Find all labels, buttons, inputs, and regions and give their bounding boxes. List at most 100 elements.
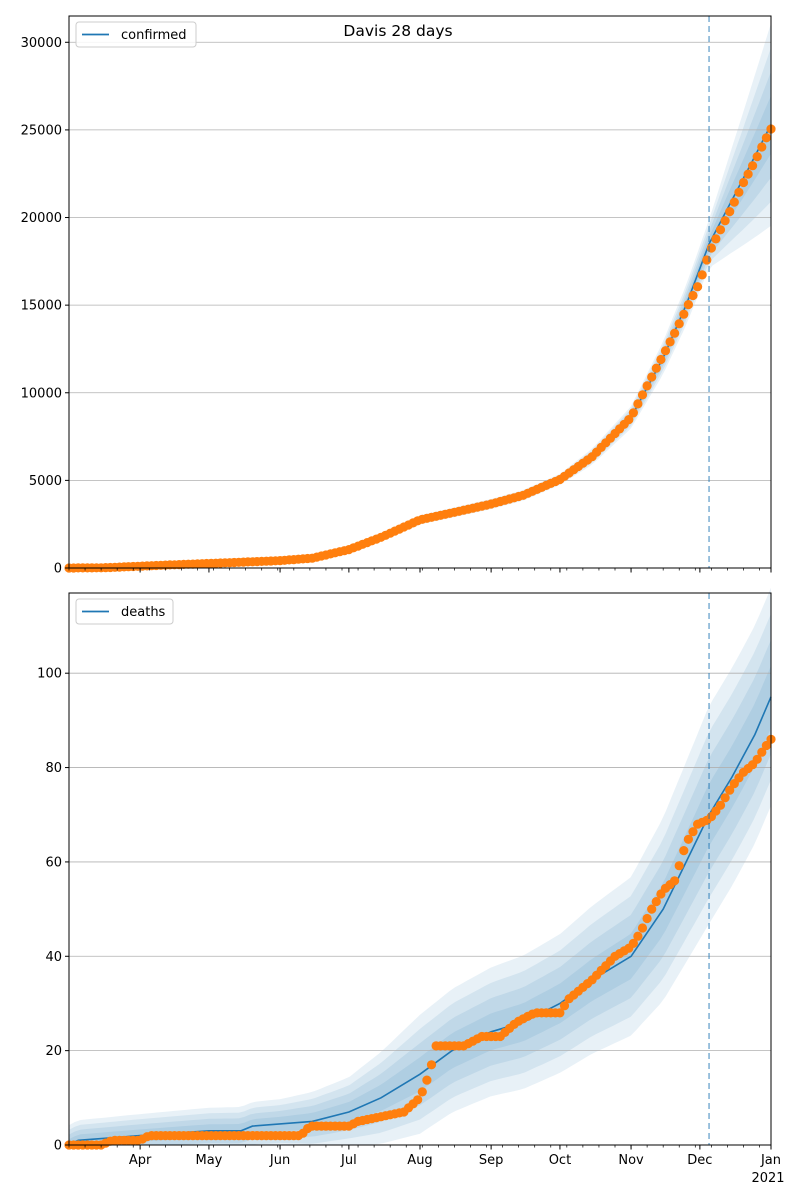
observed-point: [711, 234, 721, 244]
observed-point: [651, 363, 661, 373]
uncertainty-band: [69, 95, 771, 568]
observed-point: [555, 1008, 565, 1018]
observed-point: [683, 300, 694, 310]
observed-point: [656, 354, 666, 365]
observed-point: [706, 243, 717, 253]
legend-box: [75, 21, 197, 48]
observed-point: [637, 390, 648, 400]
confirmed-x-ticks: [68, 568, 772, 573]
observed-point: [651, 897, 661, 907]
legend-box: [75, 598, 174, 625]
y-tick-label: 20000: [21, 211, 62, 226]
observed-point: [757, 142, 767, 152]
observed-point: [422, 1075, 432, 1085]
observed-point: [642, 913, 652, 924]
observed-point: [688, 290, 698, 301]
y-tick-label: 5000: [29, 474, 62, 489]
observed-point: [702, 255, 712, 265]
x-tick-label: Jun: [269, 1153, 290, 1168]
deaths-x-ticks: Apr May Jun Jul Aug Sep Oct Nov Dec Jan: [68, 1145, 781, 1168]
observed-point: [725, 785, 735, 795]
observed-point: [752, 152, 762, 162]
observed-point: [633, 931, 643, 941]
y-tick-label: 25000: [21, 123, 62, 138]
y-tick-label: 80: [45, 761, 62, 776]
x-tick-label: Sep: [479, 1153, 504, 1168]
y-tick-label: 30000: [21, 36, 62, 51]
observed-point: [743, 169, 753, 179]
uncertainty-band: [69, 47, 771, 568]
observed-point: [715, 800, 726, 810]
observed-point: [670, 328, 680, 338]
x-tick-label: Nov: [618, 1153, 644, 1168]
deaths-observed-markers: [64, 734, 776, 1150]
y-tick-label: 40: [45, 950, 62, 965]
observed-point: [647, 372, 657, 382]
deaths-uncertainty-bands: [69, 587, 771, 1145]
observed-point: [417, 1087, 427, 1097]
chart-title: Davis 28 days: [343, 22, 452, 40]
legend-label: confirmed: [121, 28, 187, 43]
deaths-panel: 0 20 40 60 80 100 Apr May Jun Jul Aug Sep Oct Nov Dec…: [37, 587, 785, 1186]
uncertainty-band: [69, 71, 771, 568]
observed-point: [697, 270, 707, 280]
x-tick-label: Jul: [340, 1153, 357, 1168]
observed-point: [688, 827, 698, 837]
observed-point: [720, 216, 730, 226]
confirmed-axes-frame: [68, 15, 772, 569]
observed-point: [674, 319, 684, 329]
observed-point: [559, 1001, 570, 1011]
x-tick-label: May: [195, 1153, 222, 1168]
observed-point: [729, 197, 739, 207]
observed-point: [748, 161, 758, 171]
uncertainty-band: [69, 23, 771, 568]
observed-point: [633, 399, 643, 409]
deaths-y-ticks: 0 20 40 60 80 100: [37, 667, 69, 1154]
confirmed-gridlines: [69, 41, 771, 569]
observed-point: [720, 793, 730, 803]
observed-point: [426, 1060, 437, 1070]
observed-point: [628, 938, 639, 948]
y-tick-label: 15000: [21, 299, 62, 314]
y-tick-label: 20: [45, 1044, 62, 1059]
observed-point: [413, 1095, 423, 1105]
confirmed-legend: confirmed: [75, 21, 197, 48]
observed-point: [734, 187, 744, 197]
observed-point: [693, 282, 703, 292]
y-tick-label: 0: [54, 1139, 62, 1154]
observed-point: [738, 177, 749, 188]
legend-label: deaths: [121, 605, 166, 620]
observed-point: [642, 381, 652, 391]
observed-point: [683, 834, 694, 844]
x-tick-label: Apr: [129, 1153, 152, 1168]
x-tick-label: Dec: [687, 1153, 712, 1168]
y-tick-label: 60: [45, 855, 62, 870]
observed-point: [679, 846, 689, 856]
y-tick-label: 0: [54, 562, 62, 577]
observed-point: [670, 876, 680, 886]
uncertainty-band: [69, 613, 771, 1145]
observed-point: [715, 225, 726, 235]
observed-point: [647, 904, 657, 914]
x-tick-label: Aug: [407, 1153, 432, 1168]
confirmed-uncertainty-bands: [69, 23, 771, 568]
deaths-legend: deaths: [75, 598, 174, 625]
y-tick-label: 100: [37, 667, 62, 682]
observed-point: [725, 207, 735, 217]
observed-point: [757, 747, 767, 757]
observed-point: [752, 754, 762, 764]
observed-point: [624, 415, 634, 425]
observed-point: [679, 309, 689, 319]
observed-point: [761, 133, 772, 143]
x-tick-label: Jan: [760, 1153, 781, 1168]
y-tick-label: 10000: [21, 386, 62, 401]
confirmed-panel: 0 5000 10000 15000 20000 25000 30000 confirmed…: [21, 15, 776, 577]
confirmed-observed-markers: [64, 124, 776, 573]
x-tick-label: Oct: [549, 1153, 571, 1168]
x-year-label: 2021: [751, 1171, 784, 1186]
uncertainty-band: [69, 639, 771, 1145]
observed-point: [660, 346, 671, 356]
observed-point: [665, 337, 675, 347]
observed-point: [674, 861, 684, 871]
